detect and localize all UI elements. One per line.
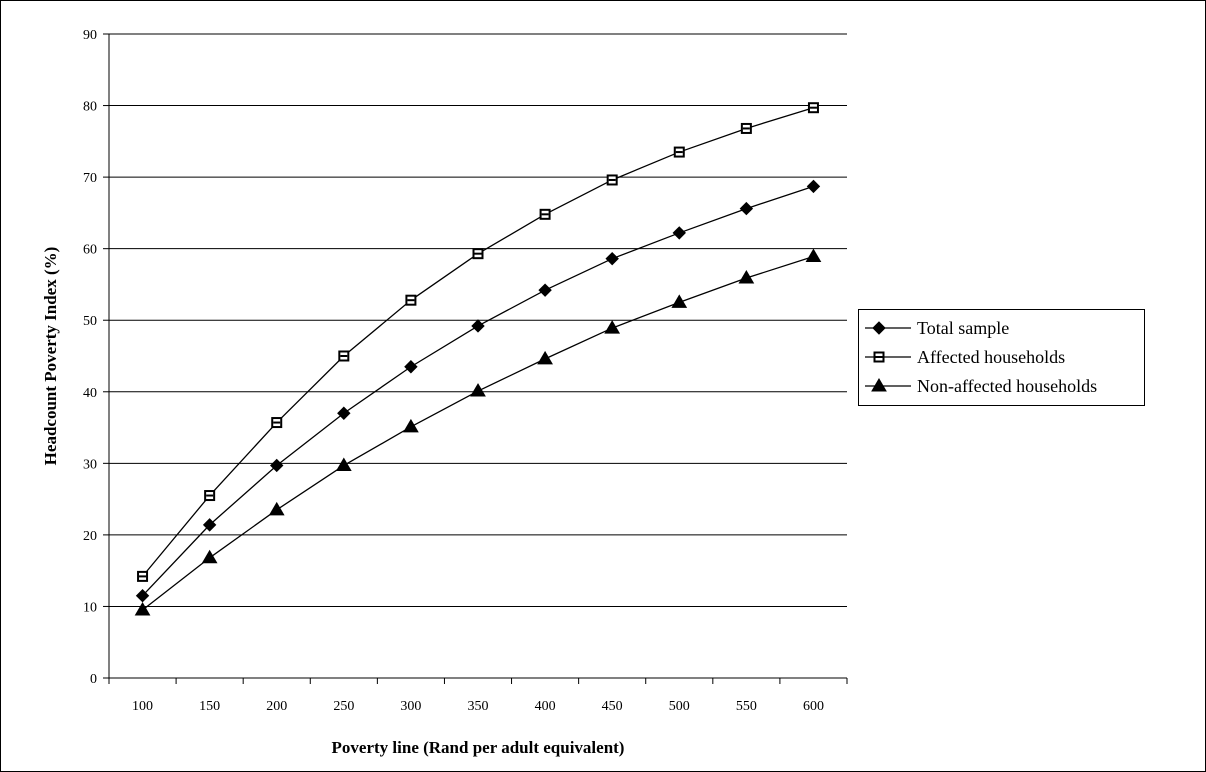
x-tick-label: 250 <box>333 699 354 714</box>
data-point <box>671 294 688 308</box>
x-tick-label: 100 <box>132 699 153 714</box>
y-tick-label: 70 <box>83 171 97 186</box>
y-tick-label: 60 <box>83 243 97 258</box>
data-point <box>204 490 216 502</box>
data-point <box>606 174 618 186</box>
data-point <box>268 501 285 516</box>
data-point <box>201 549 218 564</box>
data-point <box>604 320 621 334</box>
x-tick-label: 150 <box>199 699 220 714</box>
legend-item-non-affected-households: Non-affected households <box>865 375 1140 397</box>
data-point <box>739 201 754 216</box>
data-point <box>605 251 619 266</box>
data-point <box>405 294 417 306</box>
data-point <box>539 208 551 220</box>
data-point <box>338 350 350 362</box>
data-point <box>403 418 419 433</box>
x-tick-label: 350 <box>468 699 489 714</box>
y-tick-label: 90 <box>83 28 97 43</box>
chart-legend: Total sample Affected households Non-aff… <box>858 309 1145 406</box>
y-axis-title: Headcount Poverty Index (%) <box>41 247 60 466</box>
legend-item-affected-households: Affected households <box>865 346 1140 368</box>
data-point <box>404 360 418 374</box>
legend-item-total-sample: Total sample <box>865 317 1140 339</box>
y-tick-label: 80 <box>83 100 97 115</box>
data-point <box>270 458 284 473</box>
data-point <box>471 319 485 333</box>
y-tick-label: 30 <box>83 457 97 472</box>
legend-marker <box>872 321 886 335</box>
data-point <box>738 270 755 284</box>
legend-marker <box>871 378 887 392</box>
y-tick-label: 20 <box>83 529 97 544</box>
data-point <box>135 589 150 603</box>
data-point <box>271 417 283 429</box>
data-point <box>137 570 149 582</box>
x-axis-title: Poverty line (Rand per adult equivalent) <box>332 738 625 757</box>
data-point <box>805 248 822 263</box>
y-tick-label: 50 <box>83 314 97 329</box>
x-tick-label: 300 <box>400 699 421 714</box>
x-tick-label: 450 <box>602 699 623 714</box>
data-point <box>740 122 752 134</box>
legend-label: Affected households <box>917 347 1066 367</box>
legend-swatch-diamond-icon <box>865 321 911 335</box>
x-tick-label: 500 <box>669 699 690 714</box>
x-tick-label: 550 <box>736 699 757 714</box>
x-tick-label: 200 <box>266 699 287 714</box>
data-point <box>337 406 351 420</box>
data-point <box>470 383 486 397</box>
series-line <box>142 107 814 577</box>
data-point <box>472 248 484 260</box>
y-tick-label: 10 <box>83 600 97 615</box>
y-tick-label: 0 <box>90 672 97 687</box>
legend-swatch-triangle-icon <box>865 378 911 392</box>
legend-label: Total sample <box>917 318 1010 338</box>
data-point <box>807 102 819 114</box>
data-point <box>134 602 151 616</box>
series-line <box>142 255 814 611</box>
data-point <box>538 283 552 297</box>
legend-label: Non-affected households <box>917 376 1098 396</box>
data-point <box>673 146 685 158</box>
data-point <box>806 179 821 194</box>
data-point <box>202 518 217 532</box>
data-point <box>537 350 553 365</box>
legend-swatch-square-icon <box>865 351 911 363</box>
y-tick-label: 40 <box>83 386 97 401</box>
x-tick-label: 600 <box>803 699 824 714</box>
x-tick-label: 400 <box>535 699 556 714</box>
data-point <box>672 226 686 240</box>
legend-marker <box>873 351 885 363</box>
data-point <box>335 457 352 471</box>
